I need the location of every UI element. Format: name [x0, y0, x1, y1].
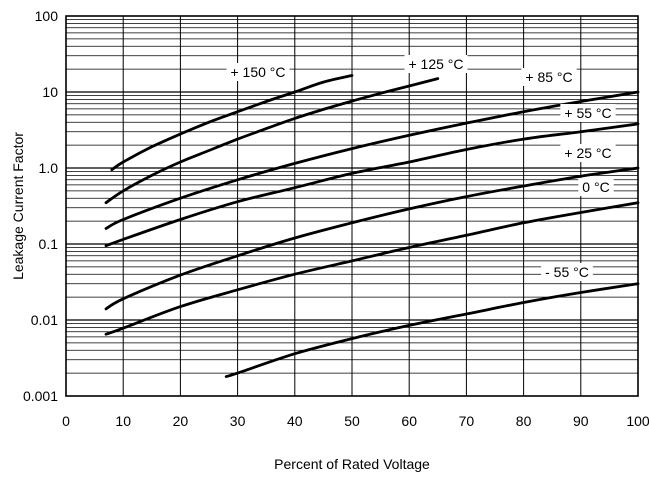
curve-label-text: - 55 °C	[545, 264, 589, 280]
series-line	[224, 282, 640, 378]
x-tick-label: 70	[459, 413, 475, 429]
curve-label-background	[226, 63, 290, 81]
y-tick-label: 100	[35, 8, 59, 24]
grid-lines	[66, 16, 638, 396]
series-line	[104, 77, 440, 205]
curve-label-text: + 85 °C	[525, 69, 572, 85]
x-tick-label: 90	[573, 413, 589, 429]
series-line	[104, 201, 640, 336]
curve-label: 0 °C	[578, 178, 614, 196]
curve-label: - 55 °C	[541, 263, 593, 281]
y-tick-label: 10	[42, 84, 58, 100]
curve-label-text: + 25 °C	[564, 145, 611, 161]
x-tick-label: 30	[230, 413, 246, 429]
series-line	[110, 74, 354, 172]
y-tick-label: 1.0	[39, 160, 59, 176]
curve-labels: + 150 °C + 125 °C + 85 °C + 55 °C + 25 °C 0 °…	[226, 55, 616, 281]
series-line	[104, 90, 640, 230]
curve-label-background	[578, 178, 614, 196]
series-line	[104, 122, 640, 248]
series-line	[104, 166, 640, 311]
x-tick-label: 40	[287, 413, 303, 429]
y-tick-label: 0.001	[23, 388, 58, 404]
plot-frame	[65, 15, 639, 397]
curve-label: + 25 °C	[560, 144, 616, 162]
tick-labels: 0 10 20 30 40 50 60 70 80 90 100 0.001 0.01 0.1 1.0 10 1…	[23, 8, 649, 429]
curve-label: + 125 °C	[404, 55, 468, 73]
x-tick-label: 10	[115, 413, 131, 429]
y-tick-label: 0.01	[31, 312, 58, 328]
y-axis-title: Leakage Current Factor	[10, 132, 26, 280]
x-axis-title: Percent of Rated Voltage	[274, 456, 430, 472]
y-tick-label: 0.1	[39, 236, 59, 252]
curve-label-text: + 150 °C	[230, 64, 285, 80]
curves	[104, 74, 640, 378]
curve-label-text: + 125 °C	[408, 56, 463, 72]
curve-label: + 150 °C	[226, 63, 290, 81]
curve-label-background	[521, 68, 577, 86]
curve-label-text: 0 °C	[582, 179, 609, 195]
x-tick-label: 0	[62, 413, 70, 429]
curve-label-background	[560, 144, 616, 162]
curve-label-text: + 55 °C	[564, 105, 611, 121]
x-tick-label: 20	[173, 413, 189, 429]
curve-label: + 55 °C	[560, 104, 616, 122]
x-tick-label: 80	[516, 413, 532, 429]
x-tick-label: 100	[626, 413, 649, 429]
x-tick-label: 50	[344, 413, 360, 429]
curve-label-background	[404, 55, 468, 73]
curve-label: + 85 °C	[521, 68, 577, 86]
x-tick-label: 60	[401, 413, 417, 429]
curve-label-background	[541, 263, 593, 281]
curve-label-background	[560, 104, 616, 122]
